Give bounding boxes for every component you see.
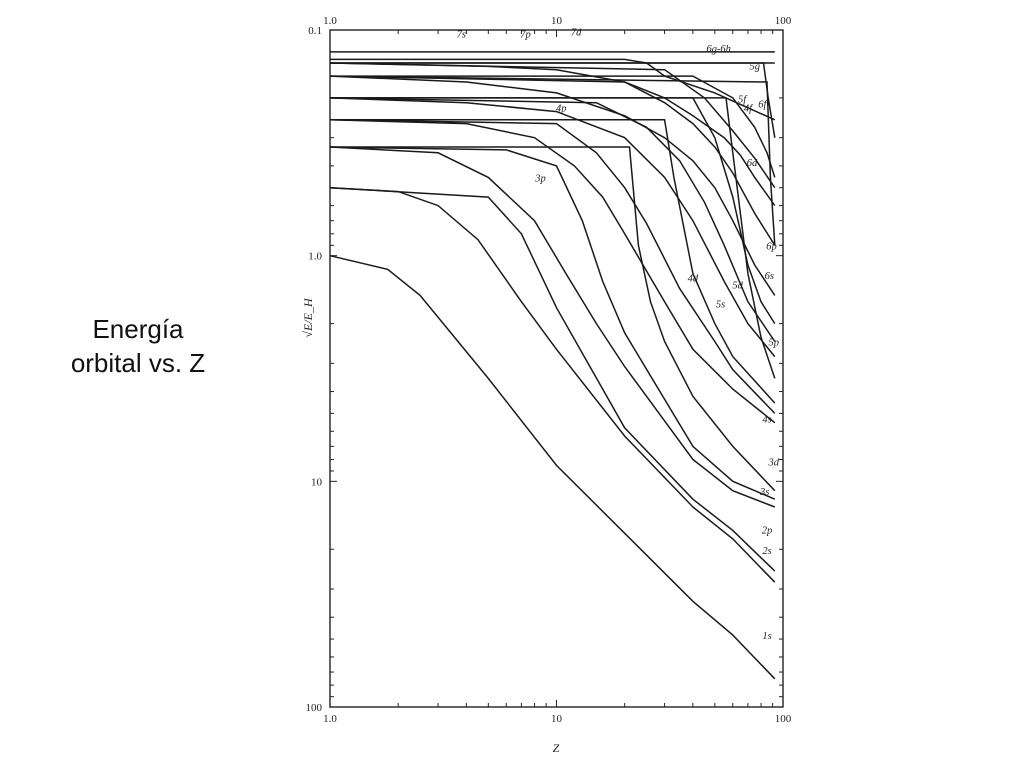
series-label-4d: 4d (688, 273, 699, 284)
caption-line-1: Energía (92, 314, 184, 344)
y-tick-label: 100 (306, 702, 323, 714)
series-line-5d (330, 97, 776, 324)
series-line-1s (329, 254, 776, 680)
series-line-4d (330, 119, 776, 404)
slide-caption: Energía orbital vs. Z (20, 312, 256, 380)
series-lines (329, 51, 776, 680)
series-line-7d (330, 58, 776, 121)
y-tick-label: 10 (311, 476, 323, 488)
series-label-5d: 5d (732, 281, 743, 292)
series-line-5f (329, 75, 776, 246)
series-line-2s (329, 186, 776, 583)
series-label-6p: 6p (766, 242, 777, 253)
series-line-5p (329, 97, 776, 342)
series-label-3p: 3p (534, 174, 546, 185)
y-axis-title: √E/E_H (301, 297, 315, 338)
series-label-2p: 2p (762, 525, 773, 536)
series-label-1s: 1s (762, 631, 771, 642)
x-tick-label-top: 100 (775, 15, 792, 27)
series-line-3p (329, 146, 776, 500)
x-tick-label: 10 (551, 713, 563, 725)
series-label-7d: 7d (571, 28, 582, 39)
x-axis-title: Z (553, 741, 560, 755)
caption-line-2: orbital vs. Z (70, 348, 206, 378)
series-label-3s: 3s (759, 487, 769, 498)
x-tick-label-top: 1.0 (323, 15, 337, 27)
series-label-5p: 5p (768, 338, 779, 349)
series-line-4p (329, 119, 776, 414)
series-line-7p (329, 62, 776, 189)
series-label-5g: 5g (749, 62, 760, 73)
series-line-6d (330, 75, 776, 178)
y-tick-label: 0.1 (308, 25, 322, 37)
series-line-2p (329, 186, 776, 572)
series-labels: 1s 2s 2p 3s 3p 3d 4s 4p 4d 4f 5s 5p 5d 5f 5g 6s 6p 6d 6f 6g… (457, 28, 780, 642)
series-label-6f: 6f (758, 99, 768, 110)
series-label-4f: 4f (744, 104, 754, 115)
series-line-5s (329, 97, 776, 358)
x-tick-label-top: 10 (551, 15, 563, 27)
series-label-7s: 7s (457, 30, 466, 41)
series-line-4s (329, 119, 776, 424)
series-line-7s (329, 62, 776, 207)
series-label-6g-6h: 6g-6h (706, 44, 731, 55)
x-tick-label: 100 (775, 713, 792, 725)
series-label-4s: 4s (762, 415, 771, 426)
y-tick-label: 1.0 (308, 251, 322, 263)
series-label-3d: 3d (767, 457, 779, 468)
series-label-6s: 6s (765, 271, 774, 282)
series-label-6d: 6d (747, 158, 758, 169)
series-line-6s (329, 75, 776, 296)
series-label-5s: 5s (716, 300, 725, 311)
series-label-7p: 7p (520, 30, 531, 41)
series-line-3d (330, 146, 776, 492)
series-label-5f: 5f (738, 95, 748, 106)
series-line-3s (329, 146, 776, 508)
series-label-4p: 4p (556, 104, 567, 115)
x-tick-label: 1.0 (323, 713, 337, 725)
series-label-2s: 2s (762, 546, 771, 557)
